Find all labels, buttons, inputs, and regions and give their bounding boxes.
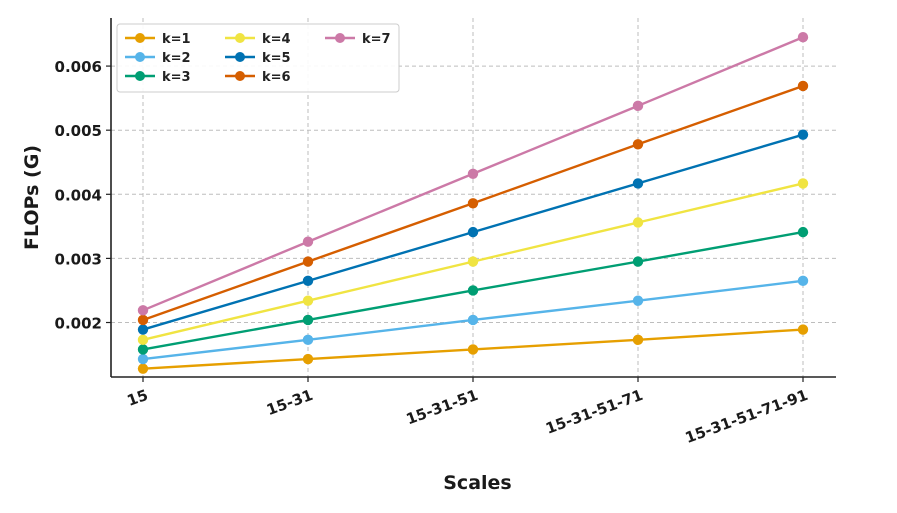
legend-marker: [135, 71, 145, 81]
data-point: [797, 275, 809, 287]
series-k=7: [137, 32, 809, 316]
legend-marker: [235, 71, 245, 81]
data-point: [302, 334, 314, 346]
data-point: [797, 324, 809, 335]
data-point: [797, 226, 809, 238]
series-k=2: [137, 275, 809, 365]
legend-entry: k=1: [125, 32, 191, 47]
data-point: [137, 314, 149, 326]
data-point: [797, 178, 809, 189]
legend-label: k=5: [262, 51, 291, 66]
y-tick-label: 0.003: [55, 250, 102, 268]
series-k=6: [137, 80, 809, 326]
legend-label: k=6: [262, 70, 291, 85]
legend-label: k=1: [162, 32, 191, 47]
legend: k=1 k=2 k=3 k=4 k=5 k=6 k=7: [116, 23, 400, 93]
x-axis-ticks: 15 15-31 15-31-51 15-31-51-71 15-31-51-71-91: [125, 377, 811, 447]
data-point: [137, 363, 149, 374]
data-point: [632, 256, 644, 267]
data-point: [467, 344, 479, 355]
legend-marker: [335, 33, 345, 43]
series-group: [137, 32, 809, 374]
data-point: [632, 217, 644, 228]
y-tick-label: 0.004: [55, 186, 102, 204]
y-tick-label: 0.002: [55, 315, 102, 333]
x-tick-label: 15: [125, 386, 151, 410]
legend-label: k=2: [162, 51, 191, 66]
data-point: [797, 129, 809, 140]
legend-entry: k=5: [225, 51, 291, 66]
legend-entry: k=4: [225, 32, 291, 47]
legend-label: k=3: [162, 70, 191, 85]
legend-marker: [135, 52, 145, 62]
data-point: [302, 295, 314, 306]
series-k=5: [137, 129, 809, 335]
x-axis-title: Scales: [443, 472, 511, 494]
y-axis-ticks: 0.002 0.003 0.004 0.005 0.006: [55, 58, 111, 333]
data-point: [632, 334, 644, 346]
x-tick-label: 15-31-51-71: [543, 386, 645, 438]
data-point: [467, 314, 479, 326]
series-k=4: [137, 178, 809, 346]
data-point: [137, 334, 149, 346]
data-point: [302, 314, 314, 326]
x-tick-label: 15-31-51: [404, 386, 481, 429]
data-point: [467, 226, 479, 238]
series-k=1: [137, 324, 809, 374]
y-tick-label: 0.006: [55, 58, 102, 76]
data-point: [632, 139, 644, 150]
data-point: [797, 32, 809, 43]
legend-label: k=7: [362, 32, 391, 47]
data-point: [797, 80, 809, 92]
legend-box: [116, 23, 400, 93]
x-tick-label: 15-31: [264, 386, 315, 419]
y-axis-title: FLOPs (G): [21, 145, 43, 250]
data-point: [632, 100, 644, 112]
data-point: [137, 324, 149, 335]
data-point: [137, 353, 149, 365]
data-point: [467, 168, 479, 179]
data-point: [137, 305, 149, 316]
data-point: [467, 198, 479, 209]
series-k=3: [137, 226, 809, 355]
data-point: [302, 275, 314, 287]
legend-entry: k=7: [325, 32, 391, 47]
y-tick-label: 0.005: [55, 122, 102, 140]
data-point: [302, 256, 314, 267]
data-point: [632, 295, 644, 306]
legend-marker: [235, 52, 245, 62]
legend-entry: k=3: [125, 70, 191, 85]
legend-marker: [235, 33, 245, 43]
data-point: [302, 236, 314, 247]
data-point: [467, 285, 479, 296]
legend-marker: [135, 33, 145, 43]
data-point: [302, 353, 314, 365]
data-point: [467, 256, 479, 267]
legend-label: k=4: [262, 32, 291, 47]
legend-entry: k=2: [125, 51, 191, 66]
data-point: [632, 178, 644, 189]
x-tick-label: 15-31-51-71-91: [683, 386, 811, 447]
data-point: [137, 344, 149, 355]
legend-entry: k=6: [225, 70, 291, 85]
